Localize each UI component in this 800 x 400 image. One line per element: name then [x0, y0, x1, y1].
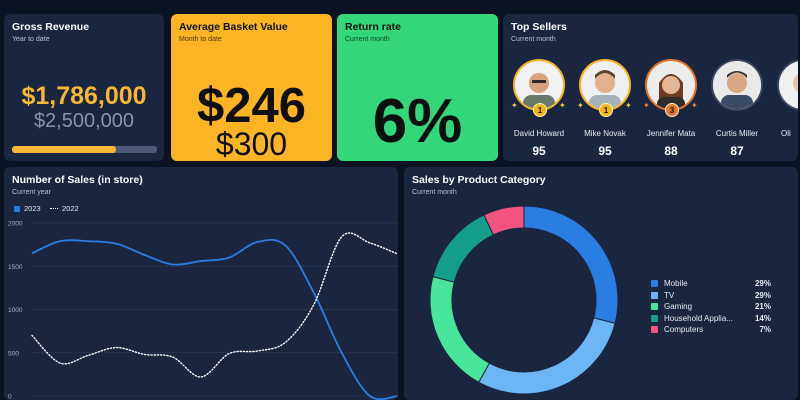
legend-swatch: [651, 326, 658, 333]
seller-card[interactable]: ✦ ✦ 1 David Howard 95: [507, 59, 571, 158]
legend-percent: 29%: [754, 279, 771, 288]
avatar-photo: [647, 61, 695, 109]
gross-revenue-value: $1,786,000: [21, 82, 147, 110]
legend-label: Gaming: [664, 302, 693, 311]
basket-target: $300: [215, 126, 288, 161]
pie-slice: [432, 214, 495, 283]
category-donut-chart-card: Sales by Product Category Current month …: [404, 167, 798, 400]
legend-swatch-2022: [50, 208, 58, 209]
legend-label: Mobile: [664, 279, 688, 288]
avatar-photo: [581, 61, 629, 109]
legend-label: 2022: [62, 204, 79, 213]
legend-swatch: [651, 303, 658, 310]
sparkle-icon: ✦: [643, 101, 650, 110]
y-tick-label: 1500: [8, 264, 23, 271]
category-chart-title: Sales by Product Category: [412, 174, 546, 186]
category-chart-subtitle: Current month: [412, 189, 457, 196]
seller-name: Curtis Miller: [715, 129, 759, 138]
seller-card[interactable]: ✦ ✦ 1 Mike Novak 95: [573, 59, 637, 158]
category-donut-chart: [429, 205, 619, 395]
legend-percent: 7%: [759, 325, 771, 334]
seller-score: 88: [664, 144, 678, 158]
legend-label: Household Applia...: [664, 313, 733, 323]
avatar: ✦ ✦ 3: [643, 59, 698, 117]
legend-label: Computers: [664, 325, 704, 334]
gross-revenue-progress-fill: [12, 146, 116, 153]
seller-name: Jennifer Mata: [646, 129, 696, 138]
y-tick-label: 500: [8, 350, 19, 357]
avatar: ✦ ✦ 1: [511, 59, 566, 117]
seller-score: 95: [532, 144, 546, 158]
return-rate-subtitle: Current month: [345, 36, 390, 43]
pie-slice: [478, 317, 616, 395]
legend-label: 2023: [24, 204, 41, 213]
series-line-2022: [31, 232, 398, 378]
return-rate-title: Return rate: [345, 21, 402, 33]
sparkle-icon: ✦: [625, 101, 632, 110]
gross-revenue-subtitle: Year to date: [12, 36, 50, 43]
sales-line-chart-card: 0 500 1000 1500 2000 Number of Sales (in sto…: [4, 167, 398, 400]
top-sellers-subtitle: Current month: [511, 36, 556, 43]
sales-chart-title: Number of Sales (in store): [12, 174, 143, 186]
legend-item[interactable]: Household Applia... 14%: [651, 313, 771, 324]
avatar-photo: [515, 61, 563, 109]
basket-value: $246: [196, 79, 306, 133]
legend-item[interactable]: Computers 7%: [651, 324, 771, 335]
medal-icon: 3: [665, 103, 679, 117]
sparkle-icon: ✦: [691, 101, 698, 110]
legend-item[interactable]: Mobile 29%: [651, 278, 771, 289]
return-rate-card: Return rate Current month 6%: [337, 14, 498, 161]
pie-slice: [523, 205, 619, 324]
gross-revenue-progress-track: [12, 146, 157, 153]
seller-score: 95: [598, 144, 612, 158]
legend-item[interactable]: Gaming 21%: [651, 301, 771, 312]
legend-label: TV: [664, 290, 675, 300]
gross-revenue-card: Gross Revenue Year to date $1,786,000 $2…: [4, 14, 164, 161]
basket-value-title: Average Basket Value: [179, 21, 288, 33]
return-rate-value: 6%: [372, 87, 463, 156]
medal-icon: 1: [533, 103, 547, 117]
legend-percent: 21%: [754, 302, 771, 311]
basket-value-subtitle: Month to date: [179, 36, 222, 43]
y-tick-label: 1000: [8, 307, 23, 314]
sparkle-icon: ✦: [577, 101, 584, 110]
seller-name: Mike Novak: [584, 129, 626, 138]
top-sellers-card: Top Sellers Current month ✦ ✦ 1 David Ho…: [503, 14, 798, 161]
gross-revenue-target: $2,500,000: [33, 110, 135, 132]
avatar-photo: [713, 61, 761, 109]
legend-percent: 14%: [754, 313, 771, 323]
y-tick-label: 2000: [8, 221, 23, 228]
legend-item[interactable]: TV 29%: [651, 290, 771, 301]
sales-chart-subtitle: Current year: [12, 189, 51, 196]
legend-percent: 29%: [754, 290, 771, 300]
sales-line-chart: 0 500 1000 1500 2000: [8, 221, 398, 400]
pie-slice: [483, 205, 525, 236]
y-tick-label: 0: [8, 394, 12, 400]
seller-card[interactable]: ✦ ✦ 3 Jennifer Mata 88: [639, 59, 703, 158]
avatar: ✦ ✦ 1: [577, 59, 632, 117]
seller-name: David Howard: [513, 129, 565, 138]
avatar: [711, 59, 763, 111]
seller-name: Oli: [781, 129, 791, 138]
legend-swatch: [651, 314, 658, 322]
avatar: [777, 59, 798, 111]
medal-icon: 1: [599, 103, 613, 117]
basket-value-card: Average Basket Value Month to date $246 …: [171, 14, 332, 161]
pie-slice: [429, 276, 490, 384]
seller-score: 87: [730, 144, 744, 158]
legend-swatch: [651, 280, 658, 287]
legend-item-2022[interactable]: 2022: [50, 204, 79, 213]
series-line-2023: [31, 238, 398, 400]
legend-swatch: [651, 291, 658, 299]
seller-card[interactable]: Curtis Miller 87: [705, 59, 769, 158]
sparkle-icon: ✦: [559, 101, 566, 110]
legend-item-2023[interactable]: 2023: [14, 204, 41, 213]
gross-revenue-title: Gross Revenue: [12, 21, 90, 33]
legend-swatch-2023: [14, 205, 20, 212]
seller-card[interactable]: Oli: [771, 59, 798, 144]
top-sellers-title: Top Sellers: [511, 21, 567, 33]
sparkle-icon: ✦: [511, 101, 518, 110]
avatar-photo: [779, 61, 798, 109]
